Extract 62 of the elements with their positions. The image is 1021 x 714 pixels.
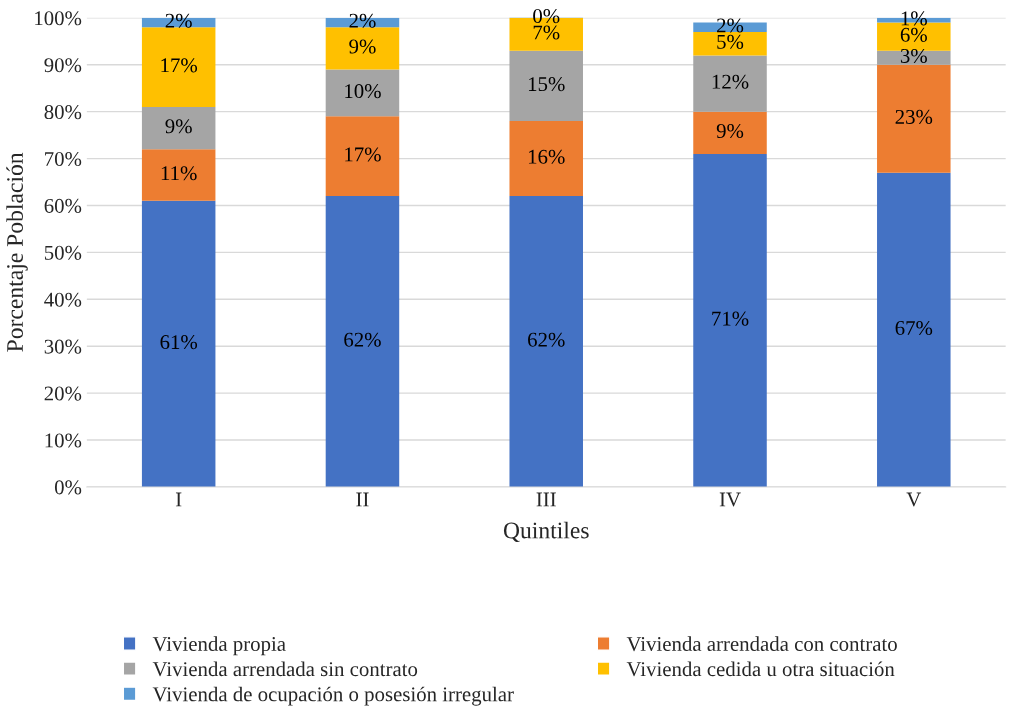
data-label: 17%: [345, 147, 381, 162]
bar: [509, 196, 583, 487]
x-tick-label: IV: [719, 492, 741, 507]
bar: [141, 200, 216, 487]
data-label: 61%: [160, 335, 198, 350]
y-tick-label: 80%: [44, 105, 82, 120]
data-label: 15%: [528, 77, 565, 92]
bar: [325, 27, 400, 70]
x-tick-label: II: [356, 492, 369, 507]
data-label: 10%: [345, 84, 381, 99]
legend-label: Vivienda arrendada sin contrato: [152, 661, 418, 677]
y-tick-label: 70%: [45, 151, 82, 167]
x-tick-label: I: [175, 492, 182, 507]
legend-label: Vivienda de ocupación o posesión irregular: [152, 686, 514, 706]
bar: [877, 50, 951, 65]
data-label: 11%: [161, 166, 197, 181]
data-label: 12%: [712, 74, 749, 89]
bar: [877, 64, 951, 173]
bar: [141, 106, 216, 150]
bar: [141, 149, 216, 201]
data-label: 6%: [900, 27, 927, 42]
data-label: 62%: [528, 332, 565, 347]
data-label: 9%: [165, 119, 192, 134]
x-axis-title: Quintiles: [503, 521, 589, 543]
y-tick-label: 0%: [54, 480, 82, 495]
data-label: 5%: [717, 34, 744, 49]
y-axis-title: Porcentaje Población: [6, 152, 28, 352]
y-tick-label: 20%: [44, 386, 82, 401]
bar: [325, 116, 400, 197]
data-label: 71%: [712, 311, 749, 326]
y-tick-label: 60%: [44, 198, 82, 213]
bar: [509, 121, 583, 197]
data-label: 23%: [895, 109, 933, 124]
y-tick-label: 50%: [44, 245, 82, 260]
x-tick-label: V: [906, 492, 922, 507]
bar: [693, 55, 767, 112]
legend-label: Vivienda arrendada con contrato: [626, 636, 897, 652]
bar: [509, 50, 583, 122]
bar: [693, 153, 767, 487]
bar: [693, 31, 767, 56]
bar: [325, 69, 400, 117]
data-label: 2%: [717, 18, 744, 33]
data-label: 9%: [349, 39, 376, 54]
data-label: 3%: [900, 48, 927, 64]
y-tick-label: 30%: [44, 339, 82, 354]
bar: [877, 172, 951, 487]
data-label: 7%: [533, 25, 560, 40]
bar: [693, 111, 767, 154]
data-label: 16%: [528, 149, 565, 164]
legend-label: Vivienda cedida u otra situación: [626, 661, 895, 677]
y-tick-label: 100%: [35, 11, 82, 26]
y-tick-label: 10%: [45, 433, 82, 448]
legend-label: Vivienda propia: [152, 636, 286, 656]
y-tick-label: 90%: [44, 58, 82, 73]
x-tick-label: III: [536, 492, 556, 507]
data-label: 62%: [344, 332, 381, 347]
data-label: 67%: [895, 320, 933, 336]
bar: [141, 27, 216, 107]
data-label: 17%: [161, 58, 198, 73]
y-tick-label: 40%: [44, 292, 82, 307]
bar: [325, 196, 400, 487]
data-label: 9%: [716, 123, 744, 139]
